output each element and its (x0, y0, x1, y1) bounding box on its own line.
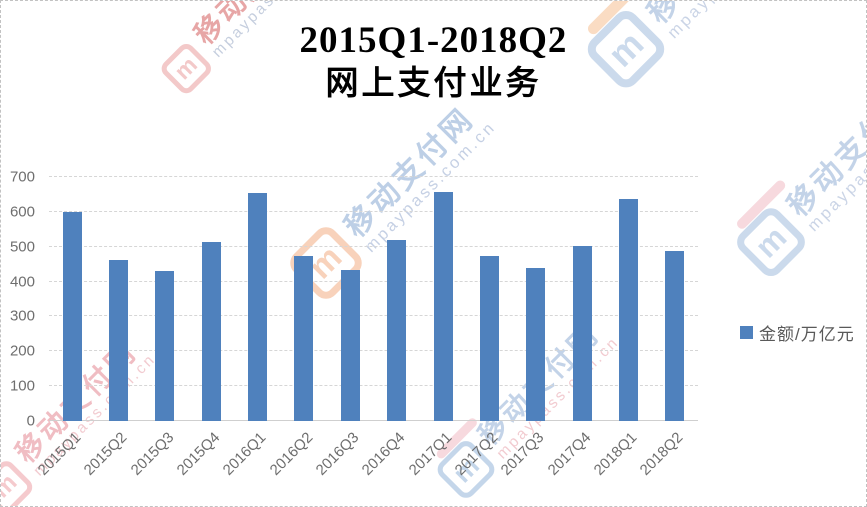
gridline-700 (49, 176, 698, 177)
bar-2015Q2 (109, 260, 129, 421)
bar-slot (95, 177, 141, 421)
legend: 金额/万亿元 (740, 320, 855, 345)
bar-2015Q4 (201, 241, 221, 421)
watermark-domain: mpaypass.com.cn (804, 96, 867, 235)
bar-slot (281, 177, 327, 421)
gridline-400 (49, 280, 698, 282)
bar-2015Q3 (155, 270, 175, 421)
gridline-500 (49, 245, 698, 247)
y-tick-label: 600 (9, 203, 35, 221)
chart-title-line1: 2015Q1-2018Q2 (299, 20, 568, 61)
bar-slot (49, 177, 95, 421)
bar-2017Q3 (526, 267, 546, 421)
bar-slot (420, 177, 466, 421)
y-tick-label: 400 (9, 273, 35, 291)
x-label-slot: 2018Q2 (637, 422, 698, 502)
bar-slot (374, 177, 420, 421)
bar-2017Q1 (433, 192, 453, 421)
bar-2016Q1 (248, 192, 268, 421)
plot-area (49, 176, 698, 421)
mpaypass-logo-icon: m (0, 457, 36, 506)
bar-slot (234, 177, 280, 421)
bar-slot (513, 177, 559, 421)
mpaypass-logo-icon: m (732, 179, 810, 281)
y-tick-label: 200 (9, 342, 35, 360)
bar-2016Q3 (340, 270, 360, 421)
chart-title-line2: 网上支付业务 (325, 66, 542, 102)
bar-slot (559, 177, 605, 421)
bar-slot (327, 177, 373, 421)
bar-series (49, 177, 698, 421)
bar-slot (466, 177, 512, 421)
y-tick-label: 0 (26, 412, 35, 430)
gridline-100 (49, 385, 698, 387)
x-tick-label: 2015Q1 (34, 429, 85, 479)
bar-2016Q4 (387, 240, 407, 421)
gridline-300 (49, 315, 698, 317)
bar-2018Q2 (665, 250, 685, 421)
bar-slot (605, 177, 651, 421)
y-tick-label: 700 (9, 168, 35, 186)
y-axis-labels: 0 100 200 300 400 500 600 700 (1, 169, 41, 430)
bar-2017Q4 (572, 246, 592, 421)
logo-glyph: m (0, 469, 23, 504)
y-tick-label: 100 (9, 377, 35, 395)
bar-2018Q1 (618, 199, 638, 421)
chart-title: 2015Q1-2018Q2 网上支付业务 (1, 19, 866, 105)
logo-accent (735, 179, 788, 231)
bar-2015Q1 (62, 211, 82, 421)
legend-label: 金额/万亿元 (759, 325, 855, 344)
bar-slot (652, 177, 698, 421)
legend-swatch (740, 326, 753, 339)
gridline-0 (49, 420, 698, 421)
bar-2017Q2 (479, 256, 499, 421)
y-tick-label: 500 (9, 238, 35, 256)
bar-2016Q2 (294, 256, 314, 421)
y-tick-label: 300 (9, 307, 35, 325)
bar-slot (142, 177, 188, 421)
gridline-200 (49, 350, 698, 352)
x-axis-labels: 2015Q1 2015Q2 2015Q3 2015Q4 2016Q1 2016Q2 2016… (34, 422, 698, 502)
gridline-600 (49, 210, 698, 212)
bar-slot (188, 177, 234, 421)
logo-glyph: m (747, 218, 794, 265)
